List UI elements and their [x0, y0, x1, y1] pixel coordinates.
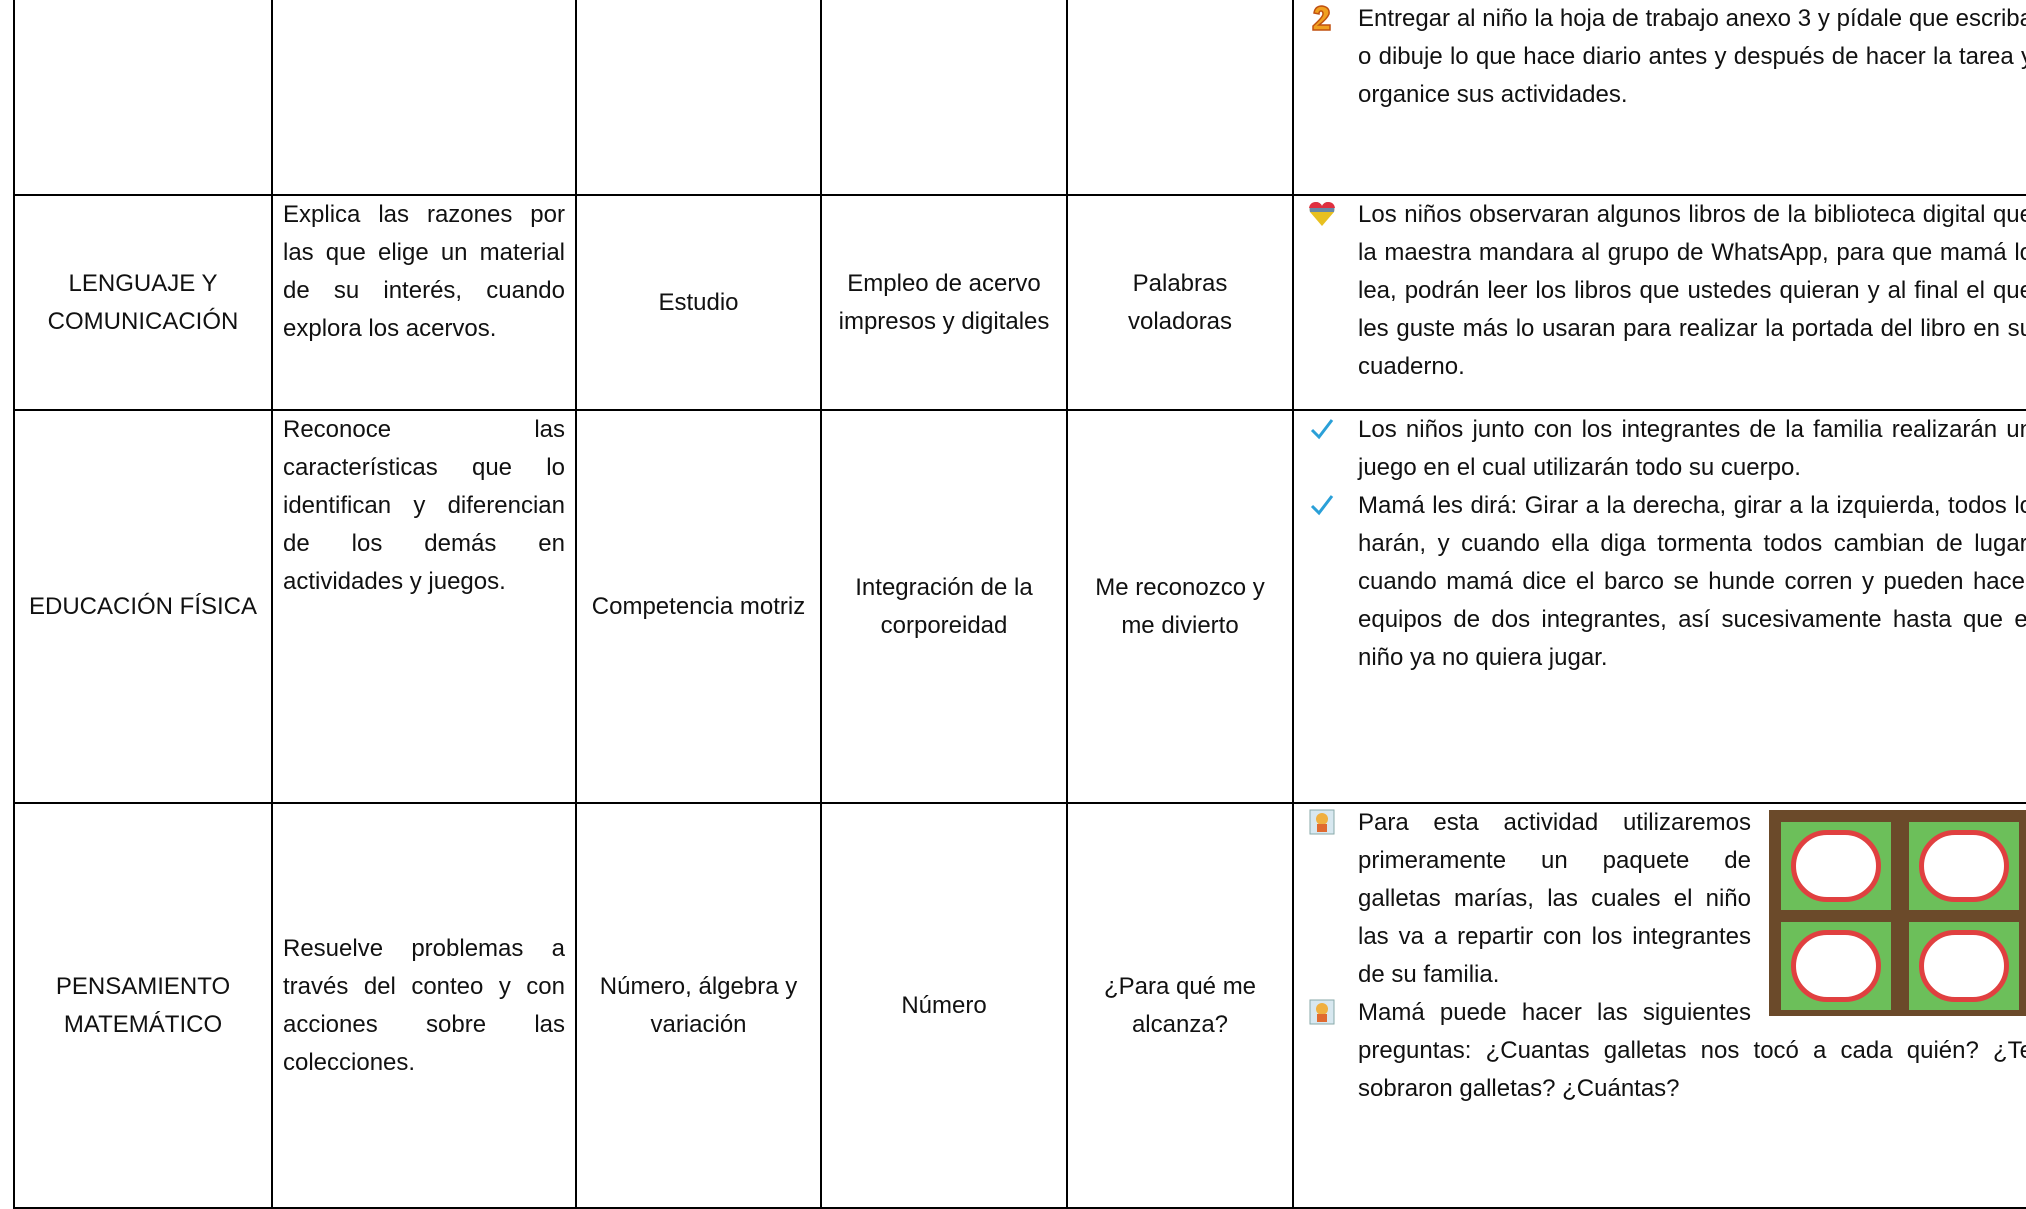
- activity-text: Los niños junto con los integrantes de l…: [1358, 416, 2026, 481]
- photo-card: [1909, 922, 2019, 1010]
- bullet-icon: [1309, 809, 1335, 835]
- activity-item: Los niños junto con los integrantes de l…: [1308, 411, 2026, 487]
- table-body: Entregar al niño la hoja de trabajo anex…: [13, 0, 2026, 1209]
- activity-item: Mamá les dirá: Girar a la derecha, girar…: [1308, 487, 2026, 677]
- activity-item: Para esta actividad utilizaremos primera…: [1308, 804, 2026, 1016]
- activities-cell: Los niños junto con los integrantes de l…: [1292, 409, 2026, 804]
- table-row: PENSAMIENTO MATEMÁTICO Resuelve problemas…: [13, 802, 2026, 1209]
- organizer-cell: Número: [820, 802, 1068, 1209]
- bullet-icon: [1310, 495, 1334, 516]
- photo-card: [1781, 822, 1891, 910]
- table-row: LENGUAJE Y COMUNICACIÓN Explica las razon…: [13, 194, 2026, 411]
- title-cell: Palabras voladoras: [1066, 194, 1294, 411]
- activity-text: Entregar al niño la hoja de trabajo anex…: [1358, 5, 2026, 108]
- learning-cell: Resuelve problemas a través del conteo y…: [271, 802, 577, 1209]
- activity-photo: [1769, 810, 2026, 1016]
- activity-text: Mamá puede hacer las siguientes pregunta…: [1358, 999, 2026, 1102]
- organizer-cell: [820, 0, 1068, 196]
- bullet-icon: [1309, 999, 1335, 1025]
- area-cell: [13, 0, 273, 196]
- table-row: EDUCACIÓN FÍSICA Reconoce las característ…: [13, 409, 2026, 804]
- title-cell: ¿Para qué me alcanza?: [1066, 802, 1294, 1209]
- learning-cell: Explica las razones por las que elige un…: [271, 194, 577, 411]
- learning-cell: [271, 0, 577, 196]
- area-cell: LENGUAJE Y COMUNICACIÓN: [13, 194, 273, 411]
- organizer-cell: Estudio: [575, 194, 822, 411]
- photo-card: [1781, 922, 1891, 1010]
- organizer-cell: Integración de la corporeidad: [820, 409, 1068, 804]
- activities-cell: Entregar al niño la hoja de trabajo anex…: [1292, 0, 2026, 196]
- organizer-cell: Competencia motriz: [575, 409, 822, 804]
- area-cell: EDUCACIÓN FÍSICA: [13, 409, 273, 804]
- learning-cell: Reconoce las características que lo iden…: [271, 409, 577, 804]
- bullet-icon: [1312, 5, 1331, 31]
- table-row: Entregar al niño la hoja de trabajo anex…: [13, 0, 2026, 196]
- activity-text: Mamá les dirá: Girar a la derecha, girar…: [1358, 492, 2026, 671]
- activity-text: Para esta actividad utilizaremos primera…: [1358, 809, 1751, 988]
- activity-item: Mamá puede hacer las siguientes pregunta…: [1308, 994, 2026, 1108]
- organizer-cell: [575, 0, 822, 196]
- organizer-cell: Número, álgebra y variación: [575, 802, 822, 1209]
- bullet-icon: [1310, 419, 1334, 440]
- plan-table: Entregar al niño la hoja de trabajo anex…: [13, 0, 2026, 1209]
- activity-text: Los niños observaran algunos libros de l…: [1358, 201, 2026, 380]
- title-cell: Me reconozco y me divierto: [1066, 409, 1294, 804]
- organizer-cell: Empleo de acervo impresos y digitales: [820, 194, 1068, 411]
- area-cell: PENSAMIENTO MATEMÁTICO: [13, 802, 273, 1209]
- photo-card: [1909, 822, 2019, 910]
- activity-item: Los niños observaran algunos libros de l…: [1308, 196, 2026, 386]
- activities-cell: Para esta actividad utilizaremos primera…: [1292, 802, 2026, 1209]
- title-cell: [1066, 0, 1294, 196]
- bullet-icon: [1309, 202, 1335, 226]
- activities-cell: Los niños observaran algunos libros de l…: [1292, 194, 2026, 411]
- activity-item: Entregar al niño la hoja de trabajo anex…: [1308, 0, 2026, 114]
